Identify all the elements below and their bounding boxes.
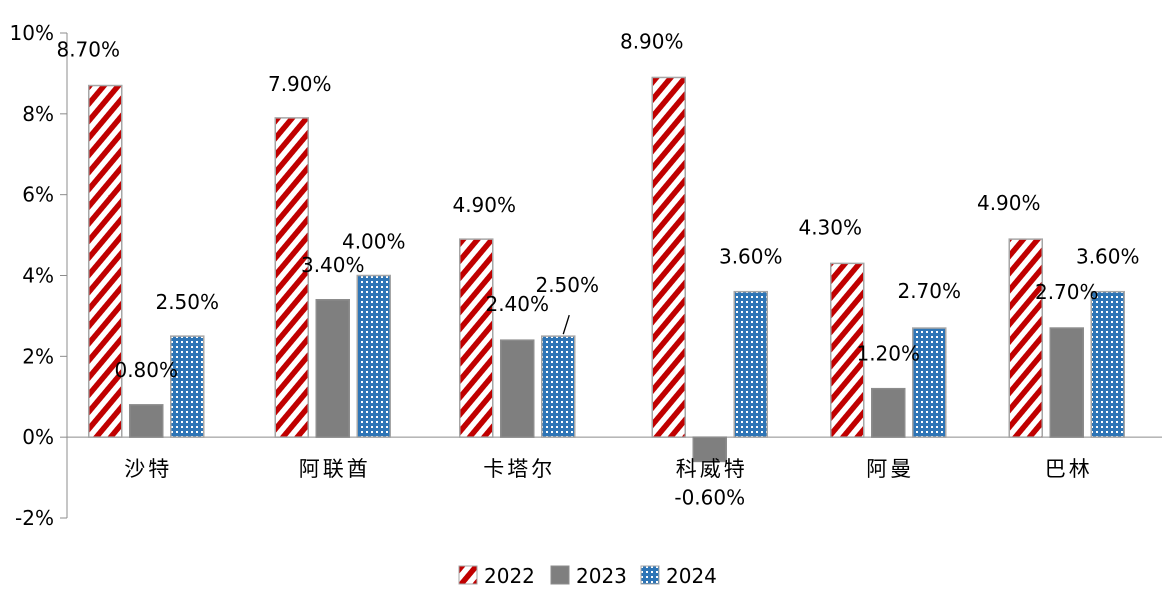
- bar-2024-5: [1090, 290, 1125, 438]
- data-label: 8.90%: [620, 29, 684, 53]
- category-label: 巴林: [1045, 457, 1093, 481]
- bar-2024-4: [912, 327, 947, 438]
- legend-label: 2022: [484, 564, 535, 588]
- bar-2023-2: [500, 339, 535, 438]
- y-tick-label: 0%: [22, 425, 54, 449]
- data-label: 3.60%: [1076, 245, 1140, 269]
- bar-2022-4: [830, 262, 865, 438]
- legend-swatch-2024: [640, 565, 660, 585]
- bar-2024-3: [733, 290, 768, 438]
- data-label: 7.90%: [268, 72, 332, 96]
- data-label: 2.50%: [155, 290, 219, 314]
- data-label: 4.90%: [452, 193, 516, 217]
- legend-swatch-2023: [550, 565, 570, 585]
- legend-label: 2023: [576, 564, 627, 588]
- data-label: -0.60%: [674, 485, 745, 509]
- data-label: 2.70%: [1035, 280, 1099, 304]
- y-tick-label: 8%: [22, 102, 54, 126]
- category-label: 卡塔尔: [483, 457, 555, 481]
- bar-2022-3: [651, 76, 686, 438]
- bar-2022-1: [274, 117, 309, 438]
- category-label: 阿曼: [866, 457, 914, 481]
- data-label: 2.70%: [897, 279, 961, 303]
- y-tick-label: 4%: [22, 264, 54, 288]
- data-label: 4.00%: [342, 230, 406, 254]
- data-label: 2.40%: [485, 292, 549, 316]
- bar-2023-1: [315, 299, 350, 438]
- data-label: 8.70%: [56, 38, 120, 62]
- bar-2023-0: [129, 404, 164, 438]
- legend-swatch-2022: [458, 565, 478, 585]
- category-label: 阿联酋: [299, 457, 371, 481]
- data-label: 1.20%: [856, 342, 920, 366]
- y-tick-label: 2%: [22, 344, 54, 368]
- y-tick-label: -2%: [15, 506, 54, 530]
- category-label: 科威特: [676, 457, 748, 481]
- data-label: 4.90%: [977, 191, 1041, 215]
- bar-2022-2: [459, 238, 494, 438]
- bar-2024-1: [356, 274, 391, 438]
- data-label: 3.40%: [301, 253, 365, 277]
- data-label: 2.50%: [535, 273, 599, 297]
- bar-2024-2: [541, 335, 576, 438]
- data-label-leader-line: [562, 314, 570, 335]
- category-label: 沙特: [124, 457, 172, 481]
- y-tick-label: 6%: [22, 183, 54, 207]
- bar-2024-0: [170, 335, 205, 438]
- bar-2023-3: [692, 436, 727, 463]
- bar-2022-5: [1008, 238, 1043, 438]
- bar-2022-0: [88, 84, 123, 438]
- data-label: 4.30%: [798, 215, 862, 239]
- data-label: 0.80%: [114, 358, 178, 382]
- bar-2023-5: [1049, 327, 1084, 438]
- bar-2023-4: [871, 387, 906, 438]
- y-tick-label: 10%: [10, 21, 54, 45]
- legend-label: 2024: [666, 564, 717, 588]
- data-label: 3.60%: [719, 245, 783, 269]
